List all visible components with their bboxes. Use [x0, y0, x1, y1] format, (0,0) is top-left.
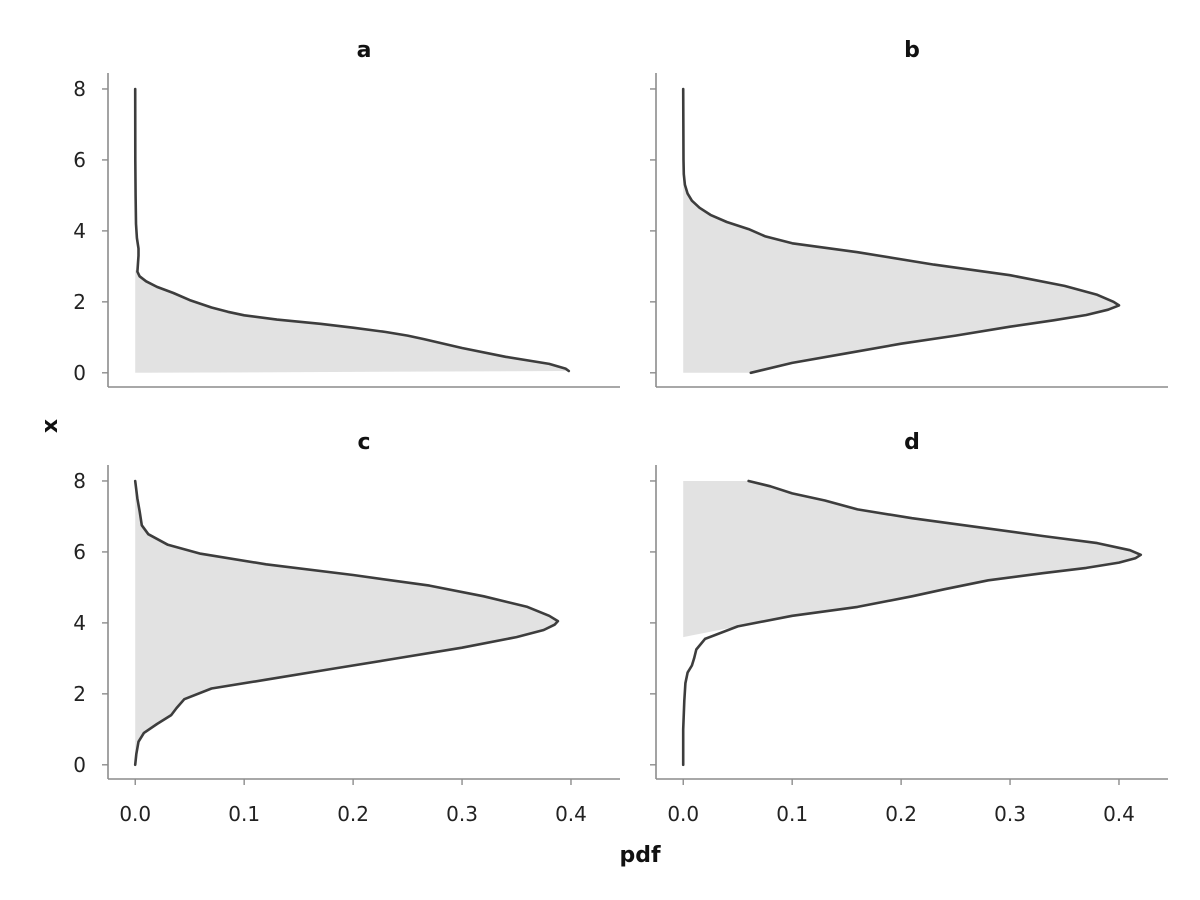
y-tick-label: 8: [73, 469, 86, 493]
x-tick-label: 0.2: [337, 802, 369, 826]
x-tick-label: 0.3: [446, 802, 478, 826]
y-tick-label: 2: [73, 682, 86, 706]
x-tick-label: 0.1: [228, 802, 260, 826]
x-tick-label: 0.4: [1103, 802, 1135, 826]
density-line: [133, 479, 560, 767]
y-tick-label: 2: [73, 290, 86, 314]
panel-a: a 0 2 4 6 8: [73, 38, 620, 388]
density-area: [683, 167, 1119, 373]
y-tick-label: 0: [73, 753, 86, 777]
y-tick-label: 6: [73, 540, 86, 564]
x-tick-label: 0.0: [119, 802, 151, 826]
y-tick-label: 4: [73, 219, 86, 243]
panel-title: b: [904, 38, 920, 63]
y-tick-label: 8: [73, 77, 86, 101]
panel-b: b: [650, 38, 1168, 388]
panel-title: d: [904, 430, 920, 455]
y-tick-label: 0: [73, 361, 86, 385]
panel-title: c: [357, 430, 370, 455]
y-tick-label: 4: [73, 611, 86, 635]
x-tick-label: 0.0: [667, 802, 699, 826]
density-line: [681, 479, 1143, 767]
x-axis-title: pdf: [619, 843, 660, 868]
y-tick-label: 6: [73, 148, 86, 172]
panel-d: d 0.0 0.1 0.2 0.3 0.4: [650, 430, 1168, 826]
y-axis-title: x: [38, 419, 63, 433]
density-line: [681, 87, 1121, 375]
panel-c: c 0 2 4 6 8 0.0 0.1 0.2 0.3 0.4: [73, 430, 620, 826]
density-line: [133, 87, 571, 373]
density-area: [135, 480, 558, 765]
x-tick-label: 0.3: [994, 802, 1026, 826]
density-area: [683, 480, 1141, 638]
x-tick-label: 0.2: [885, 802, 917, 826]
density-area: [135, 269, 569, 373]
x-tick-label: 0.1: [776, 802, 808, 826]
x-tick-label: 0.4: [555, 802, 587, 826]
panel-title: a: [357, 38, 372, 63]
